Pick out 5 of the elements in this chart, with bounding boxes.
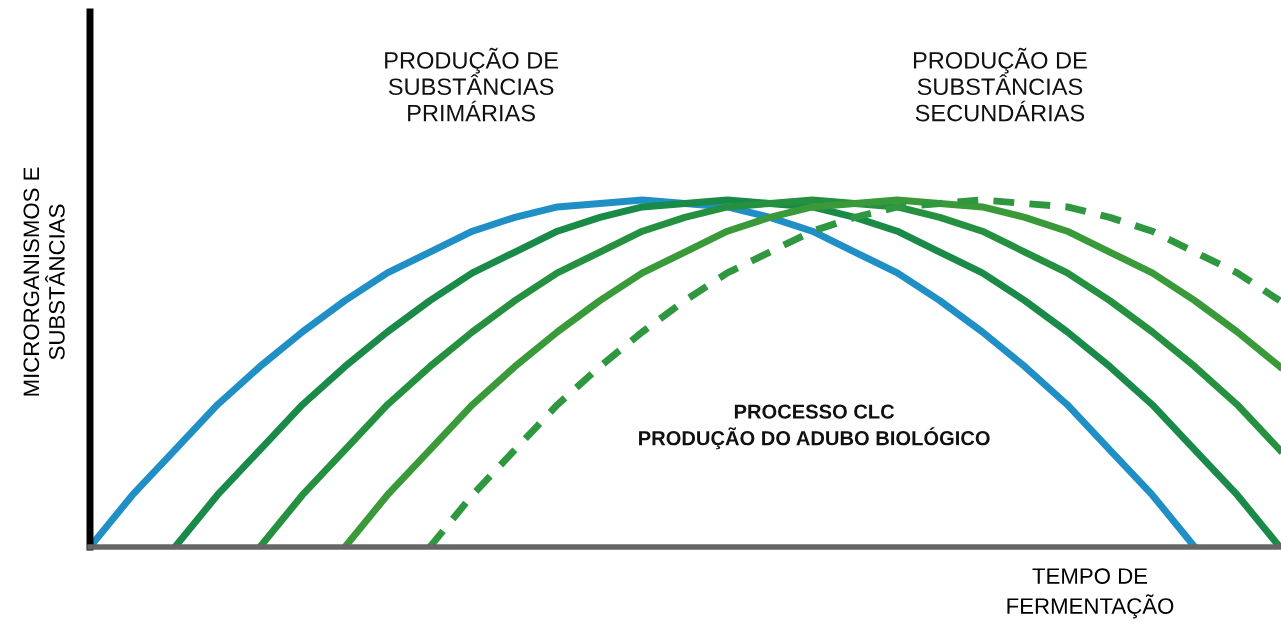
text: PRODUÇÃO DE SUBSTÂNCIAS SECUNDÁRIAS [913,47,1087,122]
text: PRODUÇÃO DE SUBSTÂNCIAS PRIMÁRIAS [385,47,558,122]
x-axis-title: TEMPO DE FERMENTAÇÃO [1007,568,1174,619]
y-axis-title: MICRORGANISMOS E SUBSTÂNCIAS [23,167,65,396]
annotation: PROCESSO CLC PRODUÇÃO DO ADUBO BIOLÓGICO [639,404,990,450]
